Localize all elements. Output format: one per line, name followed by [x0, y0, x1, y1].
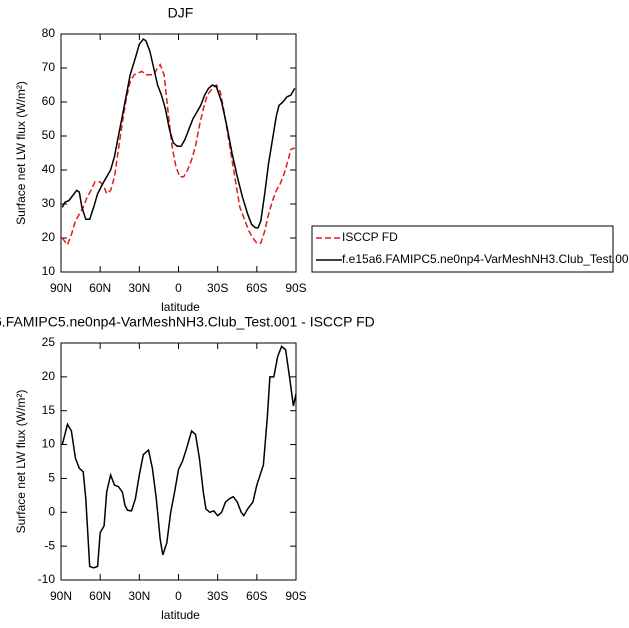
y-axis-label: Surface net LW flux (W/m²) — [14, 81, 28, 225]
x-tick-label: 60N — [89, 589, 111, 603]
y-tick-label: 40 — [42, 162, 56, 176]
x-tick-label: 90N — [50, 281, 72, 295]
y-tick-label: 10 — [42, 437, 56, 451]
y-tick-label: 15 — [42, 403, 56, 417]
y-tick-label: -10 — [38, 572, 56, 586]
plot-frame — [60, 33, 297, 273]
chart-title: a6.FAMIPC5.ne0np4-VarMeshNH3.Club_Test.0… — [0, 314, 375, 330]
x-tick-label: 30S — [207, 281, 228, 295]
data-line — [61, 345, 297, 569]
x-tick-label: 60S — [246, 281, 267, 295]
x-tick-label: 90S — [285, 589, 306, 603]
y-axis-label: Surface net LW flux (W/m²) — [14, 390, 28, 534]
y-tick-label: 50 — [42, 128, 56, 142]
x-tick-label: 60N — [89, 281, 111, 295]
y-tick-label: 60 — [42, 94, 56, 108]
x-tick-label: 30S — [207, 589, 228, 603]
y-tick-label: 70 — [42, 60, 56, 74]
x-tick-label: 90S — [285, 281, 306, 295]
y-tick-label: 20 — [42, 369, 56, 383]
x-tick-label: 90N — [50, 589, 72, 603]
y-tick-label: 20 — [42, 230, 56, 244]
y-tick-label: 5 — [48, 471, 55, 485]
y-tick-label: 80 — [42, 26, 56, 40]
x-tick-label: 0 — [175, 589, 182, 603]
x-tick-label: 30N — [128, 589, 150, 603]
x-tick-label: 60S — [246, 589, 267, 603]
y-tick-label: 25 — [42, 335, 56, 349]
x-tick-label: 30N — [128, 281, 150, 295]
legend-label: f.e15a6.FAMIPC5.ne0np4-VarMeshNH3.Club_T… — [342, 252, 629, 266]
x-axis-label: latitude — [161, 300, 200, 314]
x-axis-label: latitude — [161, 608, 200, 622]
chart-title: DJF — [168, 5, 194, 21]
data-line — [61, 63, 295, 247]
plot-frame — [60, 342, 297, 581]
y-tick-label: 30 — [42, 196, 56, 210]
legend-frame — [311, 225, 614, 273]
data-line — [61, 38, 296, 229]
legend-label: ISCCP FD — [342, 230, 398, 244]
x-tick-label: 0 — [175, 281, 182, 295]
y-tick-label: -5 — [44, 538, 55, 552]
y-tick-label: 10 — [42, 264, 56, 278]
y-tick-label: 0 — [48, 504, 55, 518]
